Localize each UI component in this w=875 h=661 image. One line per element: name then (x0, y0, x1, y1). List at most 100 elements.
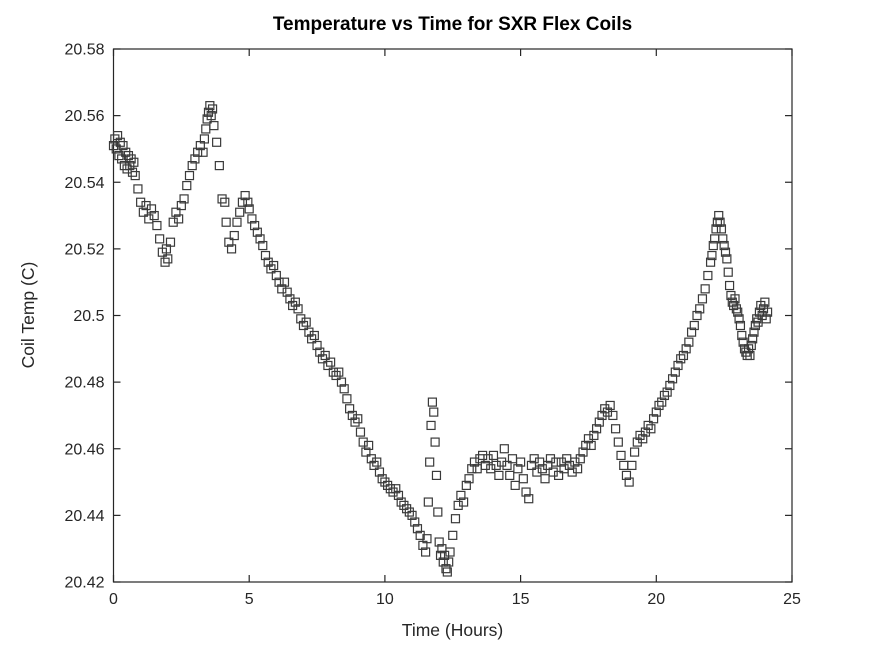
data-point-marker (621, 470, 632, 480)
data-point-marker (296, 314, 306, 324)
data-point-marker (144, 214, 154, 224)
data-point-marker (684, 337, 694, 347)
data-point-marker (121, 147, 131, 157)
data-point-marker (486, 464, 496, 474)
data-point-marker (165, 237, 176, 247)
data-point-marker (404, 507, 414, 517)
data-point-marker (707, 250, 717, 261)
y-tick-label: 20.56 (64, 108, 104, 125)
data-point-marker (410, 517, 420, 527)
data-point-marker (646, 424, 656, 434)
data-point-marker (422, 534, 432, 544)
y-tick-label: 20.44 (64, 508, 104, 525)
data-point-marker (651, 407, 661, 417)
data-point-marker (377, 474, 387, 484)
data-point-marker (122, 164, 132, 174)
data-point-marker (274, 277, 284, 287)
data-point-marker (586, 440, 596, 451)
data-point-marker (581, 440, 591, 451)
data-point-marker (174, 214, 184, 224)
data-point-marker (605, 400, 615, 411)
data-point-marker (743, 344, 754, 354)
data-point-marker (421, 547, 431, 557)
data-point-marker (184, 170, 195, 181)
data-point-marker (708, 240, 718, 251)
data-point-marker (380, 477, 390, 487)
data-point-marker (654, 400, 664, 411)
data-point-marker (575, 454, 585, 464)
data-point-marker (608, 410, 618, 421)
data-point-marker (499, 444, 509, 454)
x-tick-label: 5 (245, 591, 254, 608)
data-point-marker (237, 197, 248, 207)
x-tick-label: 25 (783, 591, 801, 608)
data-point-marker (730, 294, 740, 304)
data-point-marker (221, 217, 231, 227)
data-point-marker (243, 197, 253, 207)
data-point-marker (578, 447, 588, 457)
data-point-marker (480, 460, 490, 471)
data-point-marker (114, 151, 124, 161)
data-point-marker (347, 410, 357, 421)
data-point-marker (266, 264, 276, 274)
data-point-marker (229, 230, 239, 241)
data-point-marker (483, 454, 493, 464)
data-point-marker (320, 350, 330, 361)
data-point-marker (438, 557, 448, 567)
data-point-marker (431, 470, 442, 480)
data-point-marker (301, 317, 311, 327)
x-axis-label: Time (Hours) (401, 620, 504, 640)
data-point-marker (187, 160, 197, 171)
data-point-marker (602, 407, 613, 417)
data-point-marker (589, 430, 599, 441)
data-point-marker (126, 154, 136, 164)
data-point-marker (255, 234, 265, 244)
data-point-marker (141, 200, 151, 211)
data-point-marker (731, 304, 741, 314)
data-point-marker (746, 340, 756, 351)
data-point-marker (497, 457, 507, 467)
data-point-marker (232, 217, 242, 227)
data-point-marker (667, 374, 678, 384)
data-point-marker (459, 497, 469, 507)
data-point-marker (364, 440, 374, 451)
data-point-marker (594, 417, 604, 427)
data-point-marker (448, 530, 458, 540)
data-point-marker (745, 350, 755, 361)
data-point-marker (515, 457, 526, 467)
data-point-marker (240, 190, 250, 201)
data-point-marker (662, 387, 672, 397)
data-point-marker (670, 367, 680, 377)
data-point-marker (282, 287, 292, 297)
data-point-marker (545, 454, 556, 464)
data-point-marker (524, 494, 534, 504)
data-point-marker (163, 254, 173, 264)
data-point-marker (734, 314, 744, 324)
data-point-marker (678, 350, 689, 361)
data-point-marker (214, 160, 224, 171)
data-point-marker (572, 464, 583, 474)
data-point-marker (624, 477, 634, 487)
data-point-marker (583, 434, 594, 444)
data-point-marker (205, 101, 215, 111)
data-point-marker (427, 397, 437, 407)
data-point-marker (235, 207, 245, 217)
data-point-marker (723, 267, 733, 277)
data-point-marker (762, 307, 773, 317)
data-point-marker (250, 220, 260, 231)
data-point-marker (445, 547, 455, 557)
data-point-marker (207, 104, 218, 114)
data-point-marker (616, 450, 626, 461)
data-point-marker (168, 217, 178, 227)
data-point-marker (336, 377, 347, 387)
data-point-marker (345, 404, 355, 414)
data-point-marker (247, 214, 257, 224)
data-point-marker (331, 370, 341, 381)
data-point-marker (285, 294, 295, 304)
data-point-marker (123, 151, 134, 161)
data-point-marker (430, 437, 440, 447)
data-point-marker (220, 197, 230, 207)
x-tick-label: 10 (376, 591, 394, 608)
data-point-marker (695, 304, 705, 314)
data-point-marker (350, 417, 360, 427)
